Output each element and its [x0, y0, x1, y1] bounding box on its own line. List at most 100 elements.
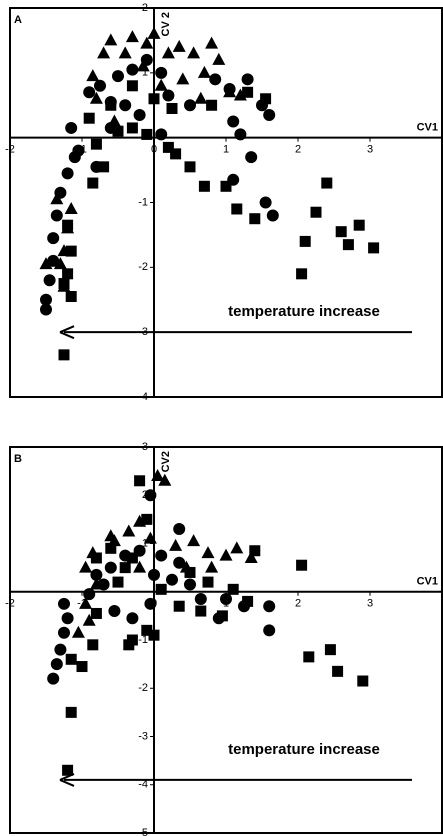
triangle-point — [187, 46, 201, 59]
y-tick-label: -3 — [138, 730, 148, 742]
square-point — [134, 475, 146, 487]
square-point — [105, 542, 117, 554]
triangle-point — [158, 473, 172, 486]
triangle-point — [107, 534, 121, 547]
circle-point — [47, 232, 60, 245]
circle-point — [238, 600, 250, 613]
square-point — [184, 161, 196, 173]
triangle-point — [161, 46, 175, 59]
circle-point — [61, 612, 74, 625]
arrow-head — [59, 773, 75, 787]
circle-point — [256, 99, 268, 112]
triangle-point — [169, 538, 183, 551]
circle-point — [241, 73, 254, 86]
square-point — [170, 148, 182, 160]
triangle-point — [50, 192, 64, 205]
circle-point — [104, 96, 117, 109]
square-point — [357, 675, 369, 687]
circle-point — [184, 578, 196, 591]
circle-point — [259, 196, 272, 209]
square-point — [162, 141, 174, 153]
triangle-point — [133, 514, 147, 527]
triangle-point — [223, 85, 237, 98]
y-axis-label: CV 2 — [160, 12, 172, 36]
plot-frame — [9, 7, 443, 398]
circle-point — [194, 592, 207, 605]
triangle-point — [39, 257, 53, 270]
triangle-point — [53, 257, 67, 270]
circle-point — [40, 303, 52, 316]
circle-point — [83, 588, 96, 601]
y-tick-label: -4 — [138, 779, 148, 791]
circle-point — [83, 86, 96, 99]
square-point — [83, 112, 95, 124]
circle-point — [184, 99, 196, 112]
square-point — [126, 80, 138, 92]
square-point — [231, 203, 243, 215]
triangle-point — [79, 596, 93, 609]
y-tick-label: -2 — [138, 261, 148, 273]
triangle-point — [176, 72, 190, 85]
square-point — [324, 644, 336, 656]
circle-point — [119, 549, 132, 562]
circle-point — [155, 66, 168, 79]
square-point — [353, 219, 365, 231]
square-point — [141, 128, 153, 140]
y-tick-label: -1 — [138, 634, 148, 646]
triangle-point — [244, 550, 258, 563]
circle-point — [227, 115, 240, 128]
square-point — [335, 226, 347, 238]
square-point — [98, 161, 110, 173]
square-point — [123, 639, 135, 651]
triangle-point — [57, 279, 71, 292]
square-point — [220, 180, 232, 192]
triangle-point — [57, 244, 71, 257]
triangle-point — [197, 65, 211, 78]
square-point — [141, 513, 153, 525]
circle-point — [94, 79, 106, 92]
square-point — [65, 291, 77, 303]
circle-point — [43, 274, 56, 287]
triangle-point — [212, 52, 226, 65]
square-point — [112, 125, 124, 137]
triangle-point — [172, 39, 186, 52]
square-point — [141, 624, 153, 636]
triangle-point — [136, 59, 150, 72]
circle-point — [263, 600, 276, 613]
triangle-point — [187, 534, 201, 547]
circle-point — [50, 209, 63, 222]
x-tick-label: -2 — [5, 598, 15, 610]
x-axis-label: CV1 — [417, 122, 438, 134]
square-point — [148, 629, 160, 641]
circle-point — [209, 73, 222, 86]
y-axis-label: CV2 — [160, 451, 172, 472]
x-tick-label: -2 — [5, 144, 15, 156]
x-tick-label: 3 — [367, 598, 373, 610]
square-point — [166, 102, 178, 114]
square-point — [62, 764, 74, 776]
square-point — [342, 239, 354, 251]
square-point — [303, 651, 315, 663]
square-point — [299, 235, 311, 247]
square-point — [112, 576, 124, 588]
triangle-point — [61, 221, 75, 234]
square-point — [148, 93, 160, 105]
circle-point — [54, 643, 67, 656]
square-point — [206, 99, 218, 111]
circle-point — [263, 108, 276, 121]
square-point — [249, 545, 261, 557]
square-point — [321, 177, 333, 189]
circle-point — [173, 556, 186, 569]
triangle-point — [89, 91, 103, 104]
triangle-point — [86, 69, 100, 82]
triangle-point — [89, 577, 103, 590]
square-point — [242, 86, 254, 98]
circle-point — [162, 89, 175, 102]
square-point — [126, 552, 138, 564]
circle-point — [133, 544, 146, 557]
square-point — [310, 206, 322, 218]
square-point — [227, 583, 239, 595]
circle-point — [40, 293, 52, 306]
circle-point — [263, 624, 276, 637]
